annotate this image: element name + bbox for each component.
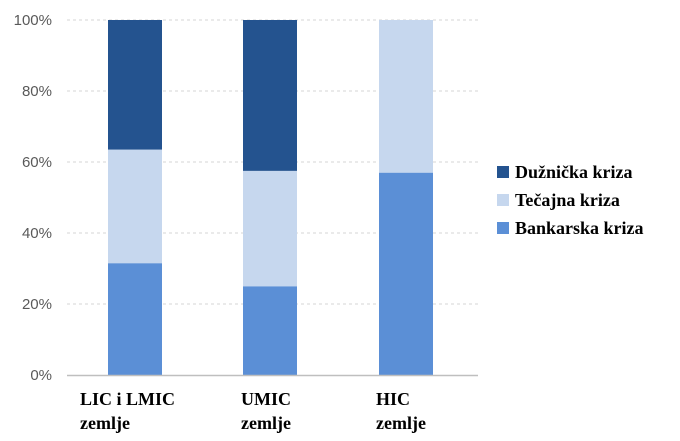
x-tick-label: zemlje bbox=[80, 413, 130, 433]
legend-swatch bbox=[497, 166, 509, 178]
x-tick-label: zemlje bbox=[241, 413, 291, 433]
legend-swatch bbox=[497, 222, 509, 234]
bar-segment-du-ni-ka-kriza-2 bbox=[243, 20, 297, 171]
bar-segment-bankarska-kriza-1 bbox=[108, 263, 162, 375]
bar-segment-du-ni-ka-kriza-1 bbox=[108, 20, 162, 150]
y-tick-label: 20% bbox=[22, 296, 52, 313]
legend-swatch bbox=[497, 194, 509, 206]
y-tick-label: 100% bbox=[14, 12, 52, 29]
axes: 0% 20% 40% 60% 80% 100% LIC i LMIC zemlje UMIC ze… bbox=[14, 12, 478, 433]
bar-segment-bankarska-kriza-3 bbox=[379, 172, 433, 375]
x-tick-label: LIC i LMIC bbox=[80, 389, 175, 409]
legend-label: Dužnička kriza bbox=[515, 162, 633, 182]
x-tick-label: HIC bbox=[376, 389, 410, 409]
bar-segment-te-ajna-kriza-3 bbox=[379, 20, 433, 173]
y-tick-label: 80% bbox=[22, 83, 52, 100]
x-tick-label: UMIC bbox=[241, 389, 291, 409]
y-tick-label: 40% bbox=[22, 225, 52, 242]
x-tick-label: zemlje bbox=[376, 413, 426, 433]
legend: Dužnička kriza Tečajna kriza Bankarska kri… bbox=[497, 162, 644, 238]
legend-label: Bankarska kriza bbox=[515, 218, 644, 238]
bar-segment-te-ajna-kriza-1 bbox=[108, 149, 162, 264]
bars bbox=[108, 20, 433, 375]
bar-segment-bankarska-kriza-2 bbox=[243, 286, 297, 375]
bar-segment-te-ajna-kriza-2 bbox=[243, 170, 297, 287]
y-tick-label: 0% bbox=[30, 367, 52, 384]
legend-label: Tečajna kriza bbox=[515, 190, 620, 210]
y-tick-label: 60% bbox=[22, 154, 52, 171]
